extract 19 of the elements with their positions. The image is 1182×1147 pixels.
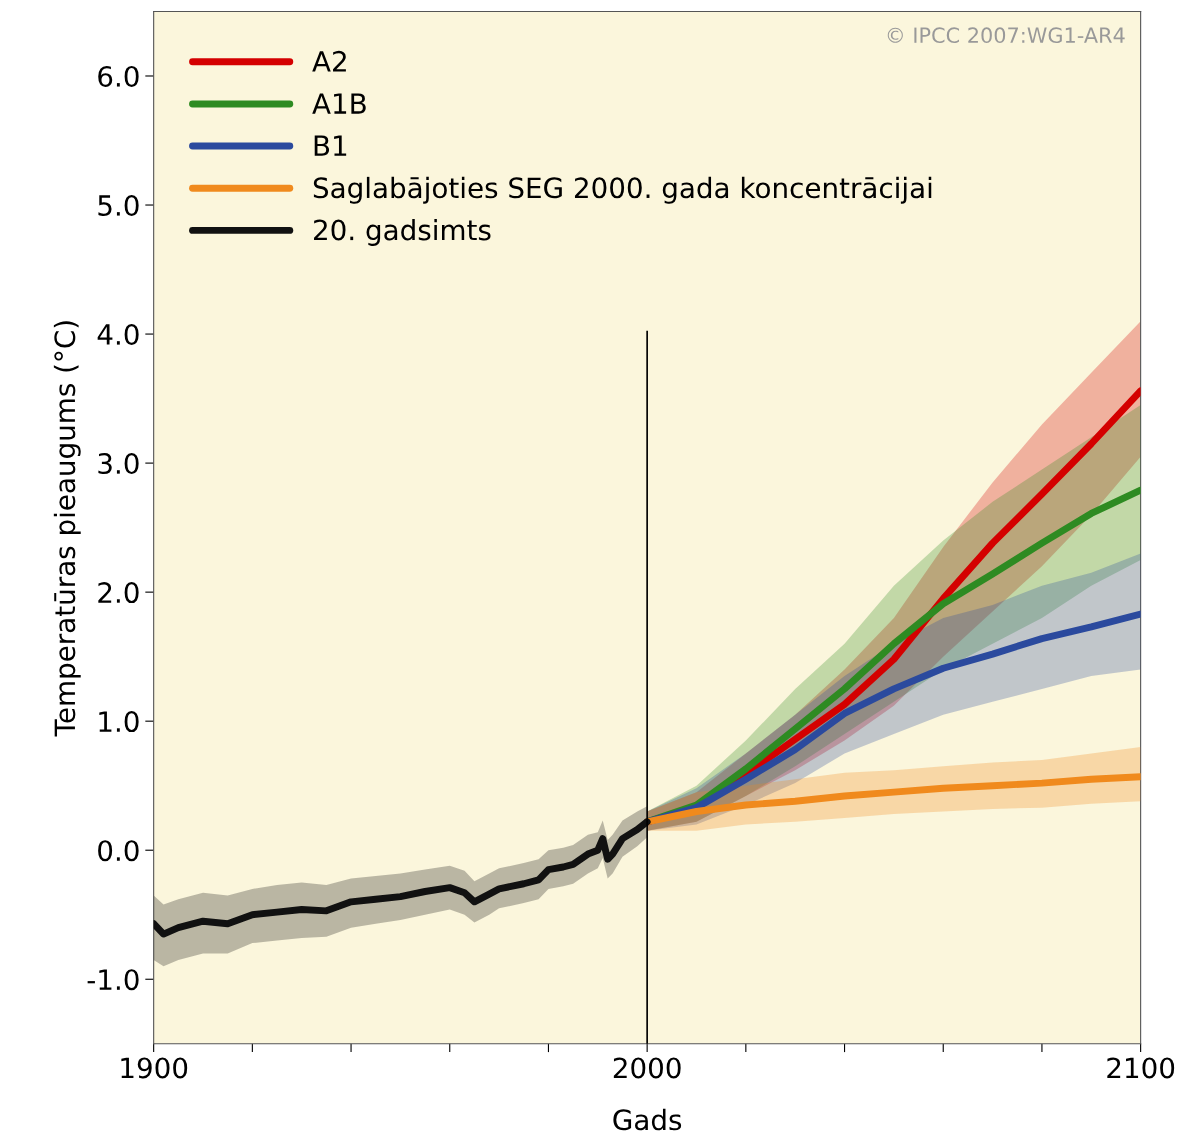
legend-label: 20. gadsimts — [314, 219, 491, 246]
y-axis-title: Temperatūras pieaugums (°C) — [53, 321, 81, 737]
y-tick-label: 2.0 — [98, 582, 139, 604]
y-tick-label: -1.0 — [87, 969, 139, 991]
x-tick-label: 1900 — [121, 1057, 188, 1079]
y-tick-label: 4.0 — [97, 324, 139, 346]
legend-label: B1 — [314, 135, 347, 156]
x-axis-title: Gads — [613, 1108, 682, 1131]
x-tick-label: 2000 — [613, 1057, 681, 1079]
y-tick-label: 5.0 — [98, 194, 139, 216]
legend-label: A1B — [312, 93, 366, 114]
y-tick-label: 3.0 — [98, 453, 139, 475]
annotation: © IPCC 2007:WG1-AR4 — [887, 27, 1125, 44]
legend-label: A2 — [312, 50, 346, 72]
y-tick-label: 1.0 — [99, 711, 139, 733]
y-tick-label: 0.0 — [98, 840, 139, 862]
x-tick-label: 2100 — [1107, 1057, 1175, 1079]
legend-label: Saglabājoties SEG 2000. gada koncentrācijai — [313, 176, 932, 204]
y-tick-label: 6.0 — [98, 65, 139, 87]
